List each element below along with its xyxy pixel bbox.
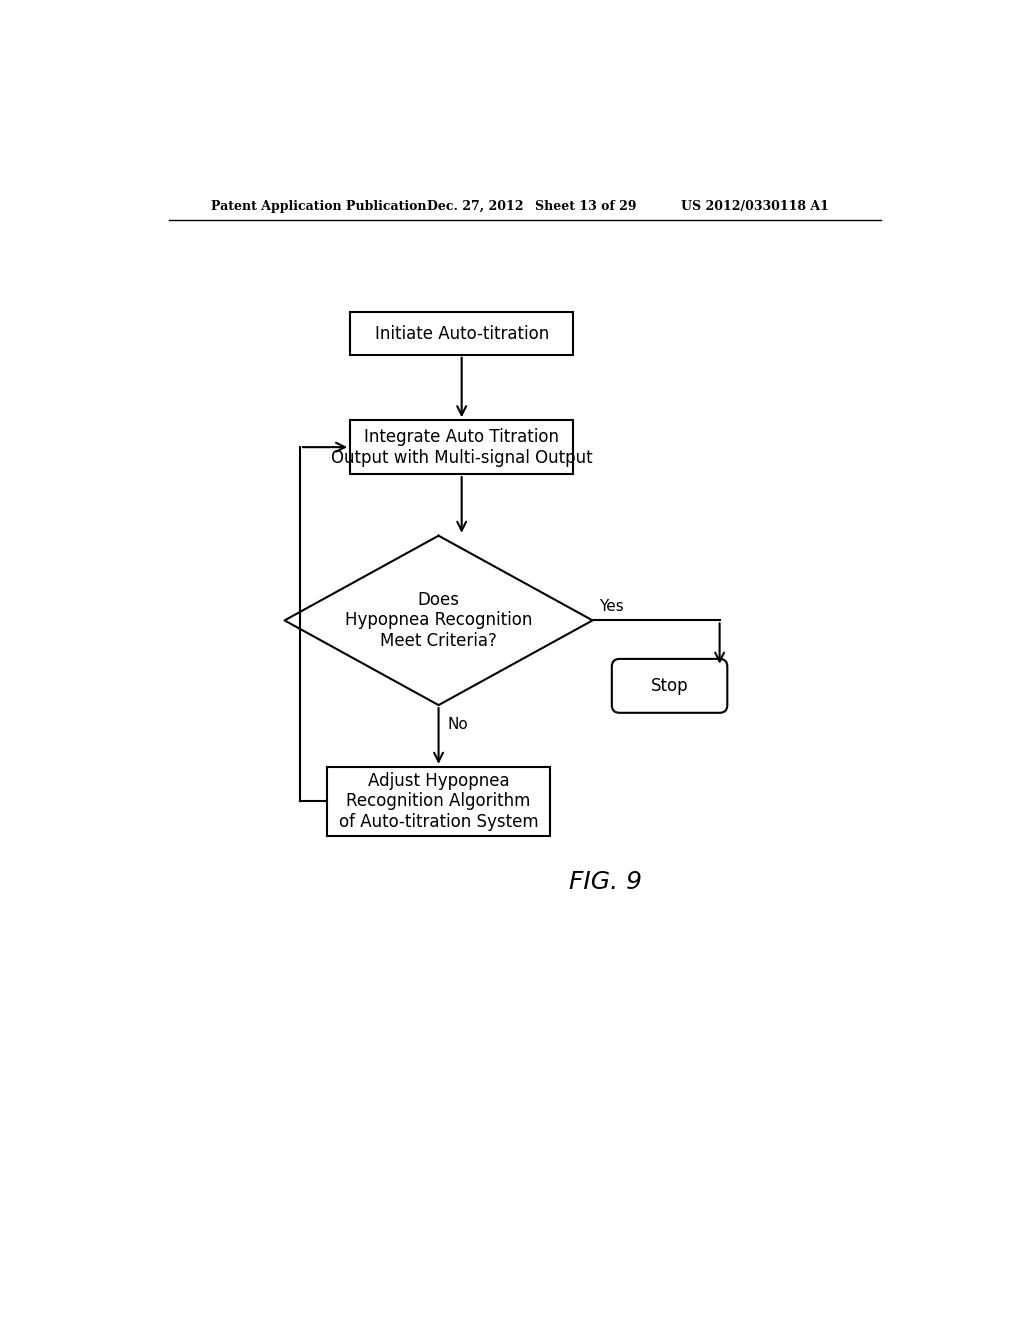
Text: Patent Application Publication: Patent Application Publication — [211, 199, 427, 213]
Text: FIG. 9: FIG. 9 — [569, 870, 642, 894]
Text: No: No — [447, 717, 469, 731]
FancyBboxPatch shape — [611, 659, 727, 713]
Text: Adjust Hypopnea
Recognition Algorithm
of Auto-titration System: Adjust Hypopnea Recognition Algorithm of… — [339, 772, 539, 832]
Text: Integrate Auto Titration
Output with Multi-signal Output: Integrate Auto Titration Output with Mul… — [331, 428, 593, 466]
Text: Sheet 13 of 29: Sheet 13 of 29 — [535, 199, 636, 213]
Text: US 2012/0330118 A1: US 2012/0330118 A1 — [681, 199, 829, 213]
Text: Does
Hypopnea Recognition
Meet Criteria?: Does Hypopnea Recognition Meet Criteria? — [345, 590, 532, 651]
Text: Initiate Auto-titration: Initiate Auto-titration — [375, 325, 549, 343]
FancyBboxPatch shape — [350, 420, 573, 474]
Text: Dec. 27, 2012: Dec. 27, 2012 — [427, 199, 523, 213]
Text: Yes: Yes — [599, 599, 624, 614]
Text: Stop: Stop — [650, 677, 688, 694]
FancyBboxPatch shape — [350, 313, 573, 355]
FancyBboxPatch shape — [327, 767, 550, 836]
